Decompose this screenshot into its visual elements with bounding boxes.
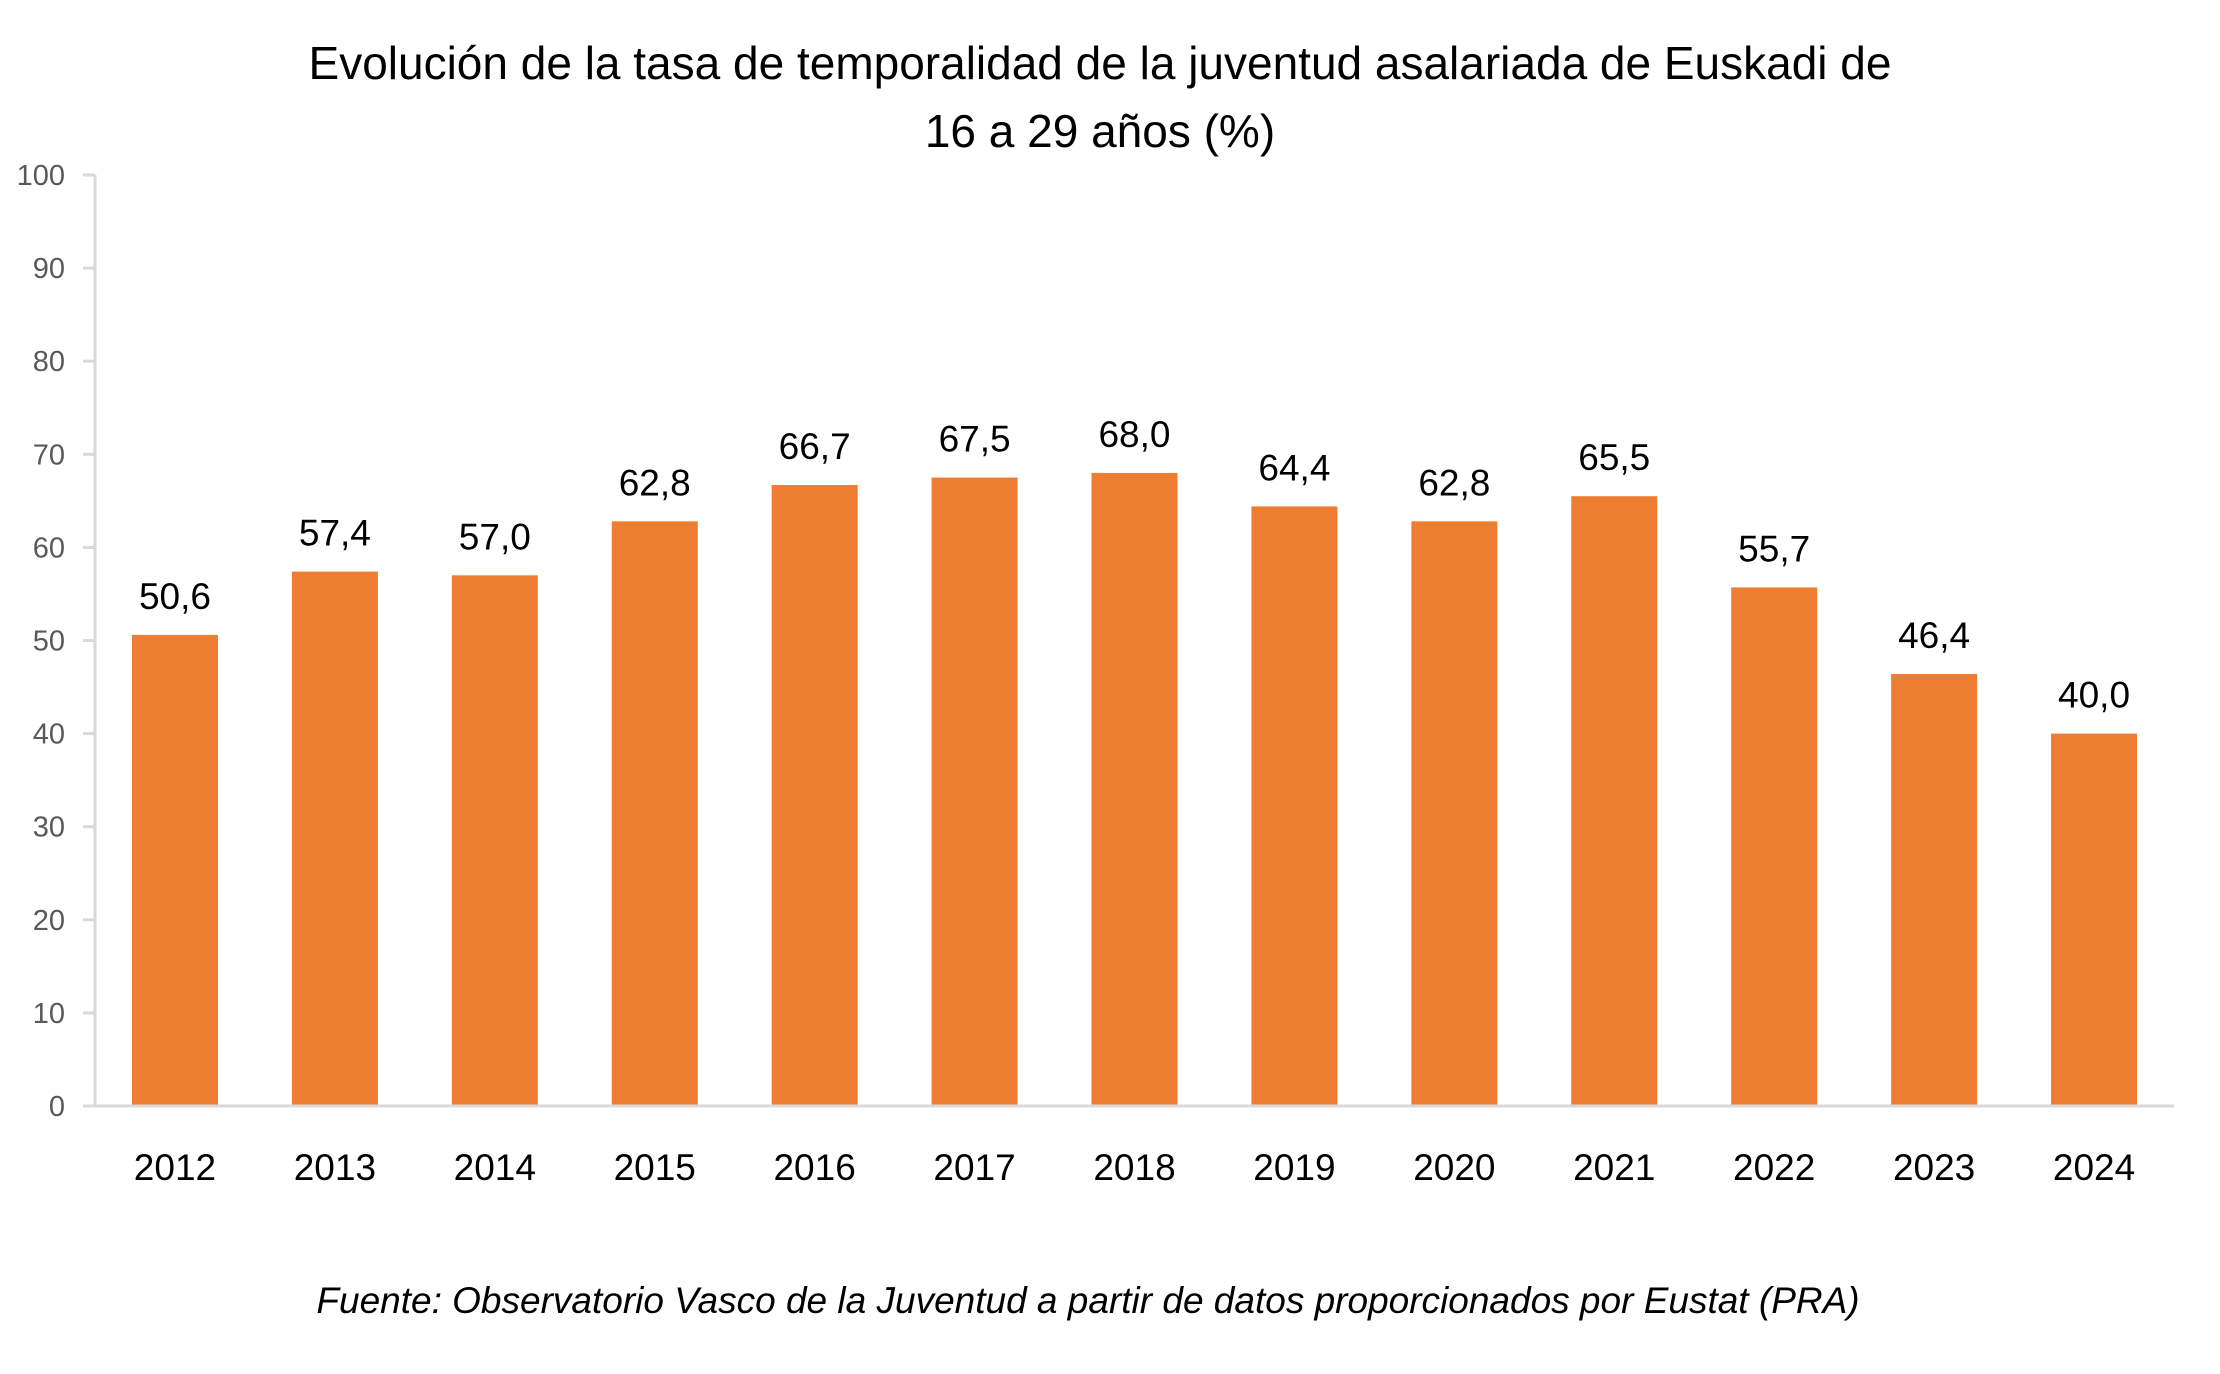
data-label-2012: 50,6 <box>139 576 211 617</box>
data-label-2014: 57,0 <box>459 516 531 557</box>
y-tick-label: 50 <box>33 626 65 658</box>
x-tick-label: 2024 <box>2053 1147 2135 1188</box>
x-tick-label: 2022 <box>1733 1147 1815 1188</box>
bar-2024 <box>2051 733 2138 1106</box>
x-tick-label: 2015 <box>614 1147 696 1188</box>
data-label-2020: 62,8 <box>1418 462 1490 503</box>
y-tick-label: 80 <box>33 346 65 378</box>
y-tick-label: 90 <box>33 253 65 285</box>
x-tick-label: 2017 <box>933 1147 1015 1188</box>
bar-2014 <box>451 575 538 1106</box>
data-label-2015: 62,8 <box>619 462 691 503</box>
bar-2019 <box>1251 506 1338 1106</box>
x-tick-label: 2019 <box>1253 1147 1335 1188</box>
bar-2021 <box>1571 496 1658 1106</box>
data-label-2019: 64,4 <box>1258 447 1330 488</box>
y-tick-label: 60 <box>33 532 65 564</box>
x-tick-label: 2013 <box>294 1147 376 1188</box>
data-label-2016: 66,7 <box>779 426 851 467</box>
x-tick-label: 2014 <box>454 1147 536 1188</box>
x-tick-label: 2018 <box>1093 1147 1175 1188</box>
y-tick-label: 0 <box>49 1091 65 1123</box>
source-footnote: Fuente: Observatorio Vasco de la Juventu… <box>316 1280 1860 1321</box>
y-tick-label: 30 <box>33 812 65 844</box>
x-tick-label: 2012 <box>134 1147 216 1188</box>
data-label-2022: 55,7 <box>1738 528 1810 569</box>
x-tick-label: 2023 <box>1893 1147 1975 1188</box>
bar-2013 <box>291 571 378 1106</box>
x-tick-label: 2021 <box>1573 1147 1655 1188</box>
data-label-2018: 68,0 <box>1098 414 1170 455</box>
y-tick-label: 100 <box>17 160 65 192</box>
bar-2018 <box>1091 472 1178 1106</box>
x-tick-label: 2016 <box>773 1147 855 1188</box>
bar-2017 <box>931 477 1018 1106</box>
bar-2020 <box>1411 521 1498 1106</box>
bar-2012 <box>131 634 218 1106</box>
bar-2015 <box>611 521 698 1106</box>
chart-title-line-1: Evolución de la tasa de temporalidad de … <box>308 37 1892 89</box>
x-tick-label: 2020 <box>1413 1147 1495 1188</box>
data-label-2023: 46,4 <box>1898 615 1970 656</box>
bar-2022 <box>1731 587 1818 1106</box>
y-tick-label: 20 <box>33 905 65 937</box>
data-label-2024: 40,0 <box>2058 675 2130 716</box>
y-tick-label: 70 <box>33 439 65 471</box>
data-label-2013: 57,4 <box>299 513 371 554</box>
chart-title-line-2: 16 a 29 años (%) <box>924 105 1276 157</box>
data-label-2017: 67,5 <box>939 419 1011 460</box>
data-label-2021: 65,5 <box>1578 437 1650 478</box>
y-tick-label: 10 <box>33 998 65 1030</box>
bar-2016 <box>771 485 858 1106</box>
bar-2023 <box>1891 674 1978 1106</box>
y-tick-label: 40 <box>33 719 65 751</box>
